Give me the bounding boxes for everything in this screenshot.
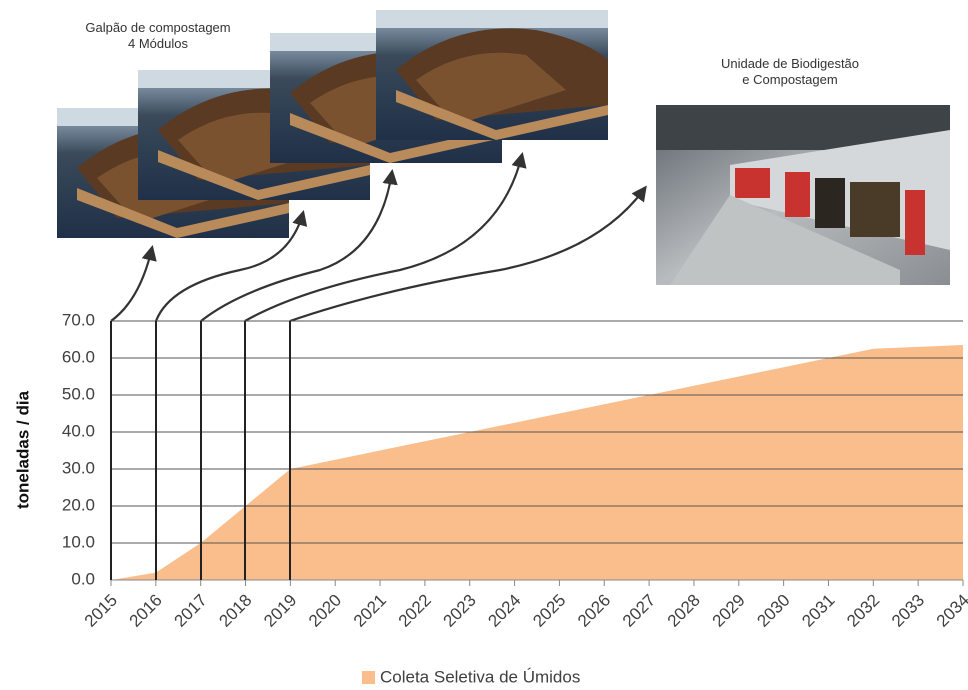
x-tick-label: 2032 xyxy=(843,591,883,631)
x-tick-label: 2027 xyxy=(619,591,659,631)
photos xyxy=(57,10,950,285)
x-tick-label: 2034 xyxy=(933,591,968,631)
y-axis-label: toneladas / dia xyxy=(13,390,32,509)
y-tick-label: 40.0 xyxy=(62,421,95,440)
x-tick-label: 2031 xyxy=(798,591,838,631)
y-tick-label: 30.0 xyxy=(62,458,95,477)
arrow xyxy=(200,168,398,322)
x-tick-label: 2021 xyxy=(350,591,390,631)
annotation: Galpão de compostagem 4 Módulos xyxy=(85,20,230,51)
x-tick-label: 2016 xyxy=(126,591,166,631)
legend-label: Coleta Seletiva de Úmidos xyxy=(380,667,580,686)
y-tick-label: 10.0 xyxy=(62,532,95,551)
x-tick-label: 2030 xyxy=(753,591,793,631)
y-tick-label: 20.0 xyxy=(62,495,95,514)
annotation: Unidade de Biodigestão e Compostagem xyxy=(721,56,859,87)
x-tick-label: 2033 xyxy=(888,591,928,631)
x-tick-label: 2017 xyxy=(171,591,211,631)
photo xyxy=(656,105,950,285)
arrow xyxy=(244,152,527,322)
area xyxy=(111,345,963,580)
x-tick-label: 2023 xyxy=(440,591,480,631)
milestone-lines xyxy=(110,321,291,580)
x-tick-label: 2019 xyxy=(260,591,300,631)
arrow xyxy=(154,210,308,322)
arrow xyxy=(289,185,647,323)
arrows xyxy=(110,152,647,323)
x-tick-label: 2028 xyxy=(664,591,704,631)
y-tick-label: 0.0 xyxy=(71,569,95,588)
x-tick-label: 2015 xyxy=(81,591,121,631)
x-tick-label: 2024 xyxy=(484,591,524,631)
arrow xyxy=(110,244,157,322)
y-tick-label: 60.0 xyxy=(62,347,95,366)
y-tick-label: 50.0 xyxy=(62,384,95,403)
x-tick-label: 2022 xyxy=(395,591,435,631)
x-tick-label: 2029 xyxy=(709,591,749,631)
legend-swatch xyxy=(362,671,375,684)
y-tick-label: 70.0 xyxy=(62,310,95,329)
x-tick-label: 2018 xyxy=(215,591,255,631)
x-tick-label: 2020 xyxy=(305,591,345,631)
photo xyxy=(376,10,608,140)
x-tick-label: 2025 xyxy=(529,591,569,631)
x-tick-label: 2026 xyxy=(574,591,614,631)
